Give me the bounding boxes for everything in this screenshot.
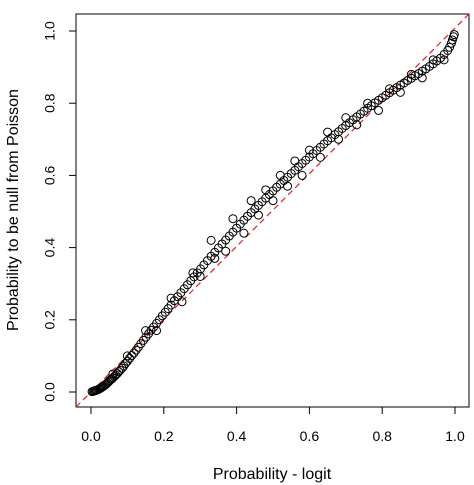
data-point	[188, 268, 198, 278]
data-point	[304, 145, 314, 155]
data-point	[108, 369, 118, 379]
data-point	[246, 196, 256, 206]
data-point	[177, 297, 187, 307]
y-axis-title: Probability to be null from Poisson	[5, 89, 22, 331]
data-point	[152, 326, 162, 336]
x-tick-label: 1.0	[445, 428, 465, 444]
data-point	[125, 353, 135, 363]
data-point	[136, 339, 146, 349]
y-tick-label: 0.4	[42, 238, 58, 258]
data-point	[253, 210, 263, 220]
data-point	[439, 55, 449, 65]
data-point	[127, 351, 137, 361]
x-tick-label: 0.6	[300, 428, 320, 444]
data-point	[112, 369, 122, 379]
reference-line	[75, 13, 470, 408]
y-tick-label: 0.8	[42, 93, 58, 113]
data-point	[131, 345, 141, 355]
data-point	[138, 335, 148, 345]
data-point	[228, 214, 238, 224]
data-point	[406, 69, 416, 79]
y-tick-label: 0.0	[42, 382, 58, 402]
data-point	[374, 105, 384, 115]
data-point	[334, 134, 344, 144]
identity-line	[75, 13, 470, 408]
data-point	[261, 185, 271, 195]
data-point	[239, 228, 249, 238]
data-point	[417, 73, 427, 83]
x-axis-title: Probability - logit	[213, 466, 332, 483]
data-point	[323, 127, 333, 137]
data-points	[87, 30, 459, 397]
data-point	[428, 55, 438, 65]
y-tick-label: 0.2	[42, 310, 58, 330]
data-point	[210, 253, 220, 263]
y-tick-label: 1.0	[42, 21, 58, 41]
data-point	[384, 84, 394, 94]
data-point	[206, 235, 216, 245]
data-point	[146, 325, 156, 335]
data-point	[141, 332, 151, 342]
data-point	[449, 30, 459, 40]
data-point	[141, 326, 151, 336]
data-point	[166, 293, 176, 303]
data-point	[275, 170, 285, 180]
data-point	[395, 87, 405, 97]
data-point	[352, 120, 362, 130]
axis-box	[75, 13, 470, 408]
x-tick-label: 0.8	[372, 428, 392, 444]
y-tick-label: 0.6	[42, 165, 58, 185]
data-point	[122, 351, 132, 361]
x-tick-label: 0.0	[81, 428, 101, 444]
data-point	[290, 156, 300, 166]
data-point	[283, 181, 293, 191]
data-point	[341, 113, 351, 123]
data-point	[363, 98, 373, 108]
data-point	[195, 271, 205, 281]
x-tick-label: 0.2	[154, 428, 174, 444]
y-axis: 0.0 0.2 0.4 0.6 0.8 1.0	[42, 21, 76, 402]
data-point	[315, 152, 325, 162]
data-point	[122, 356, 132, 366]
x-axis: 0.0 0.2 0.4 0.6 0.8 1.0	[81, 407, 465, 444]
x-tick-label: 0.4	[227, 428, 247, 444]
data-point	[297, 170, 307, 180]
data-point	[268, 196, 278, 206]
data-point	[221, 246, 231, 256]
